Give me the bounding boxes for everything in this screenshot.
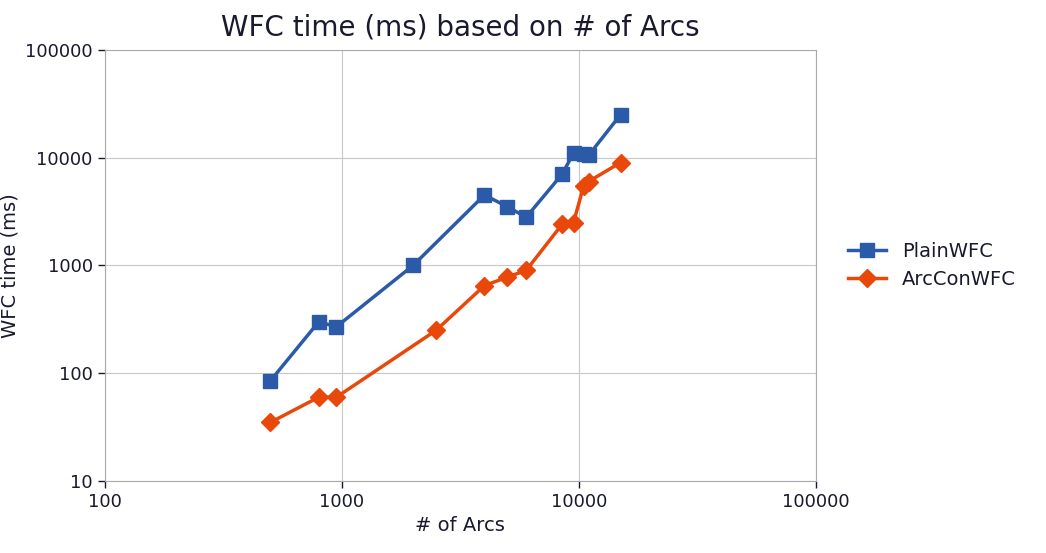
- PlainWFC: [577, 150, 590, 157]
- PlainWFC: [583, 152, 595, 159]
- ArcConWFC: [501, 274, 514, 280]
- ArcConWFC: [430, 327, 442, 333]
- PlainWFC: [555, 171, 568, 178]
- PlainWFC: [264, 378, 276, 384]
- PlainWFC: [520, 214, 532, 221]
- Y-axis label: WFC time (ms): WFC time (ms): [1, 193, 20, 338]
- PlainWFC: [478, 192, 491, 199]
- PlainWFC: [567, 150, 579, 156]
- ArcConWFC: [555, 221, 568, 228]
- ArcConWFC: [331, 394, 343, 400]
- Title: WFC time (ms) based on # of Arcs: WFC time (ms) based on # of Arcs: [221, 14, 700, 42]
- Line: PlainWFC: PlainWFC: [264, 108, 628, 388]
- Legend: PlainWFC, ArcConWFC: PlainWFC, ArcConWFC: [840, 234, 1024, 297]
- ArcConWFC: [520, 267, 532, 274]
- ArcConWFC: [583, 178, 595, 185]
- PlainWFC: [501, 204, 514, 210]
- X-axis label: # of Arcs: # of Arcs: [415, 517, 505, 535]
- PlainWFC: [313, 319, 325, 325]
- ArcConWFC: [478, 282, 491, 289]
- PlainWFC: [407, 262, 419, 269]
- ArcConWFC: [614, 159, 627, 166]
- PlainWFC: [331, 324, 343, 330]
- ArcConWFC: [313, 394, 325, 400]
- PlainWFC: [614, 111, 627, 118]
- ArcConWFC: [567, 219, 579, 226]
- ArcConWFC: [577, 182, 590, 189]
- ArcConWFC: [264, 419, 276, 426]
- Line: ArcConWFC: ArcConWFC: [264, 156, 627, 429]
